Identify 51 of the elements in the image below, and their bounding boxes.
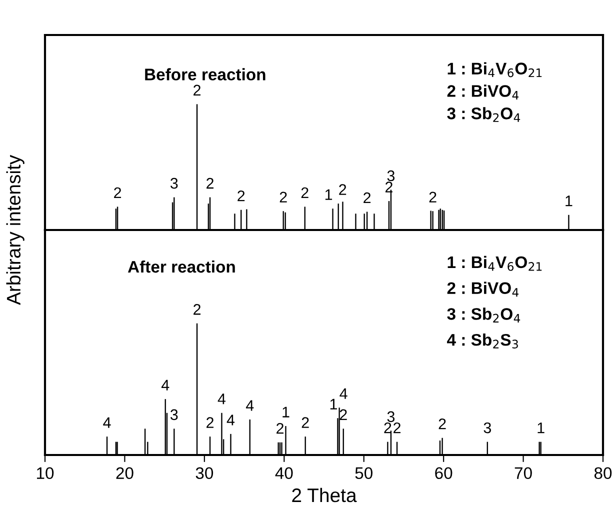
annotation: 4 : Sb$_{2}$S$_{3}$ [447, 334, 518, 348]
annotation: 2 [364, 192, 371, 204]
annotation: 2 [206, 417, 214, 428]
annotation: 2 [194, 84, 200, 96]
annotation: 4 [218, 394, 226, 404]
annotation: 3 [387, 411, 395, 422]
annotation: 1 [566, 196, 572, 206]
annotation: 2 [276, 422, 284, 434]
x-tick-label: 70 [514, 467, 532, 480]
annotation: 3 [170, 178, 178, 189]
x-tick-label: 40 [275, 467, 293, 480]
annotation: 2 [302, 417, 309, 428]
annotation: 4 [226, 414, 235, 426]
annotation: 2 [438, 418, 446, 430]
annotation: 2 [384, 422, 392, 434]
x-tick-label: 30 [196, 467, 214, 480]
text: 2 : BiVO$_{4}$ [447, 282, 519, 297]
annotation: 2 [280, 192, 287, 202]
annotation: 3 [170, 409, 178, 420]
annotation: 2 [206, 178, 214, 189]
annotation: 1 [282, 406, 290, 418]
annotation: 3 [387, 170, 395, 182]
annotation: 1 [325, 189, 332, 200]
annotation: 4 [103, 417, 111, 428]
annotation: 4 [161, 380, 170, 390]
x-tick-label: 50 [355, 467, 372, 480]
annotation: 4 [246, 400, 254, 411]
text: 1 : Bi$_{4}$V$_{6}$O$_{21}$ [448, 62, 542, 78]
x-tick-label: 60 [435, 467, 452, 480]
annotation: 2 [194, 304, 200, 315]
text: 1 : Bi$_{4}$V$_{6}$O$_{21}$ [448, 256, 542, 271]
y-axis-title: Arbitrary intensity [6, 154, 24, 306]
x-axis-title: 2 Theta [292, 488, 357, 502]
x-tick-label: 80 [594, 467, 612, 480]
annotation: 2 [394, 422, 400, 434]
x-tick-label: 20 [116, 467, 134, 480]
annotation: 1 [538, 422, 544, 434]
annotation: 2 [339, 184, 346, 195]
annotation: 2 [238, 190, 245, 202]
annotation: 2 [429, 192, 436, 202]
text: 3 : Sb$_{2}$O$_{4}$ [447, 308, 520, 322]
text: Before reaction [145, 68, 266, 80]
annotation: 4 [340, 388, 348, 399]
text: After reaction [128, 260, 235, 273]
text: 2 : BiVO$_{4}$ [447, 84, 519, 100]
annotation: 2 [114, 187, 122, 198]
annotation: 3 [484, 422, 491, 434]
x-tick-label: 10 [37, 467, 54, 480]
annotation: 2 [301, 187, 308, 198]
annotation: 1 [330, 398, 337, 410]
annotation: 3 : Sb$_{2}$O$_{4}$ [447, 107, 520, 122]
